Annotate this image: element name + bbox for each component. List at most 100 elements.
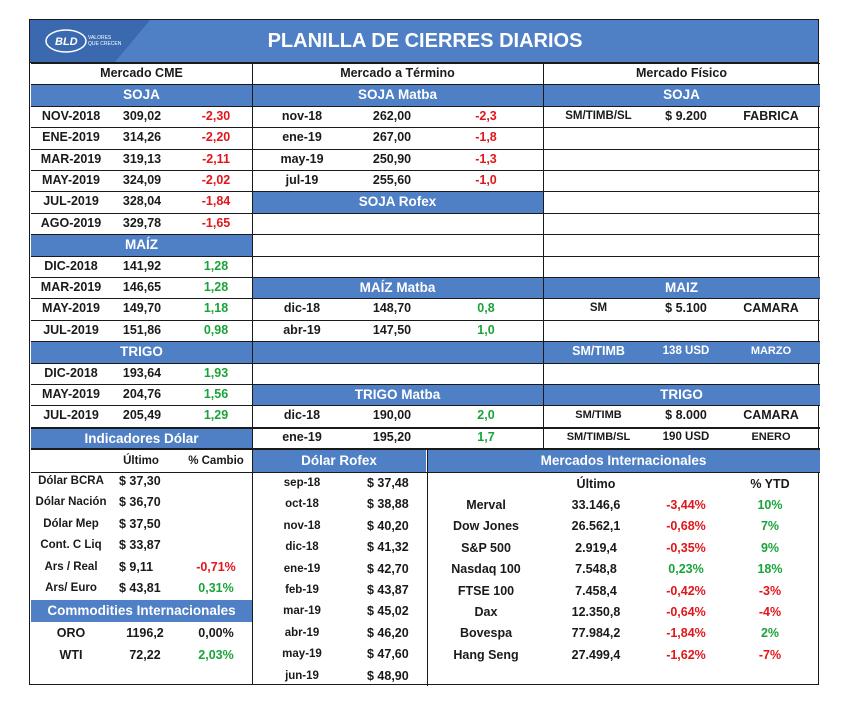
fisico-trigo-price: $ 8.000 [665,408,707,423]
cme-soja-change: -2,20 [201,130,231,145]
cme-soja-change: -2,02 [201,173,231,187]
cme-soja-price: 324,09 [122,173,162,187]
intl-last: 33.146,6 [571,498,621,512]
rofex-month: sep-18 [283,477,321,489]
termino-soja-change: -1,0 [475,173,497,187]
grid-line [31,319,820,321]
termino-soja-price: 262,00 [372,108,412,123]
intl-title: Mercados Internacionales [427,450,820,472]
grid-line [31,191,820,193]
grid-line [31,255,820,257]
termino-trigo-month: ene-19 [282,429,322,444]
cme-soja-contract: AGO-2019 [40,215,102,230]
cme-soja-title: SOJA [31,84,252,106]
cme-soja-contract: NOV-2018 [41,108,101,123]
fisico-trigo-destination: CAMARA [743,408,799,423]
intl-last: 77.984,2 [571,626,621,641]
fisico-trigo-price: 190 USD [662,430,710,443]
grid-line [31,472,820,473]
cme-soja-price: 314,26 [122,130,162,145]
rofex-month: jun-19 [285,669,319,682]
cme-maiz-price: 151,86 [122,322,162,337]
termino-maiz-price: 148,70 [372,301,412,316]
intl-daily-change: -0,42% [666,583,706,598]
cme-maiz-change: 1,28 [203,258,229,273]
fisico-maiz-destination-2: MARZO [750,345,792,358]
termino-soja-price: 255,60 [372,173,412,187]
grid-line [31,63,820,64]
intl-market: S&P 500 [461,540,511,555]
intl-market: Nasdaq 100 [451,562,521,577]
cme-maiz-change: 1,28 [203,280,229,294]
grid-line [31,105,820,107]
intl-header-ytd: % YTD [750,477,790,491]
intl-daily-change: -0,64% [666,605,706,619]
fisico-maiz-zone: SM [589,302,608,315]
cme-maiz-price: 149,70 [122,301,162,316]
rofex-month: ene-19 [283,562,321,575]
page-title: PLANILLA DE CIERRES DIARIOS [267,30,583,52]
termino-maiz-price: 147,50 [372,322,412,337]
dolar-value: $ 43,81 [119,581,161,595]
grid-line [31,384,820,385]
grid-line [31,362,820,364]
intl-last: 26.562,1 [571,519,621,534]
rofex-value: $ 37,48 [367,476,409,490]
fisico-maiz-price: $ 5.100 [665,301,707,316]
dolar-label: Cont. C Liq [40,539,102,551]
rofex-month: abr-19 [284,626,320,639]
cme-soja-contract: MAR-2019 [40,151,102,166]
fisico-maiz-title: MAIZ [543,277,820,299]
bld-logo: BLD VALORES QUE CRECEN [30,20,150,62]
dolar-label: Ars / Real [44,560,98,573]
termino-trigo-change: 2,0 [477,408,495,423]
grid-line [31,170,820,171]
termino-soja-price: 267,00 [372,130,412,145]
cme-maiz-contract: DIC-2018 [44,258,98,273]
cme-trigo-title: TRIGO [31,341,252,363]
grid-line [31,127,820,129]
rofex-month: nov-18 [283,519,321,532]
cme-soja-change: -2,11 [202,151,230,166]
logo-text: BLD [55,36,78,48]
column-header-fisico: Mercado Físico [636,66,727,80]
grid-line [543,63,544,449]
termino-soja-month: ene-19 [282,130,322,145]
intl-last: 2.919,4 [575,540,617,555]
termino-trigo-month: dic-18 [283,408,321,423]
grid-line [252,63,253,685]
intl-last: 27.499,4 [571,647,621,662]
dolar-value: $ 33,87 [119,538,161,552]
cme-soja-change: -1,84 [201,194,231,209]
fisico-trigo-zone: SM/TIMB [575,409,622,422]
grid-line [31,448,820,450]
grid-line [31,449,820,450]
rofex-value: $ 40,20 [367,518,409,533]
dolar-label: Ars/ Euro [45,582,97,594]
termino-soja-month: may-19 [280,151,324,166]
termino-soja-change: -2,3 [475,108,497,123]
intl-ytd: 9% [760,540,780,555]
dolar-label: Dólar Mep [43,517,99,530]
commodity-label: ORO [56,626,86,640]
intl-daily-change: -0,35% [666,540,706,555]
intl-daily-change: -1,62% [666,647,706,662]
cme-maiz-price: 141,92 [122,258,162,273]
dolar-change [181,492,251,514]
cme-maiz-title: MAÍZ [31,234,252,256]
termino-soja-change: -1,3 [475,151,497,166]
fisico-maiz-row-bar [543,341,820,363]
commodity-change: 2,03% [198,647,234,662]
dolar-change: -0,71% [196,559,236,574]
fisico-maiz-zone-2: SM/TIMB [572,344,625,359]
intl-market: Dow Jones [453,519,519,534]
intl-last: 7.458,4 [575,583,617,598]
cme-trigo-change: 1,29 [203,408,229,423]
intl-ytd: 18% [757,562,783,577]
rofex-value: $ 48,90 [367,668,409,683]
termino-soja-month: jul-19 [285,173,319,187]
logo-tagline-1: VALORES [88,35,112,41]
cme-soja-price: 329,78 [122,215,162,230]
rofex-value: $ 42,70 [367,561,409,576]
termino-trigo-price: 195,20 [372,429,412,444]
